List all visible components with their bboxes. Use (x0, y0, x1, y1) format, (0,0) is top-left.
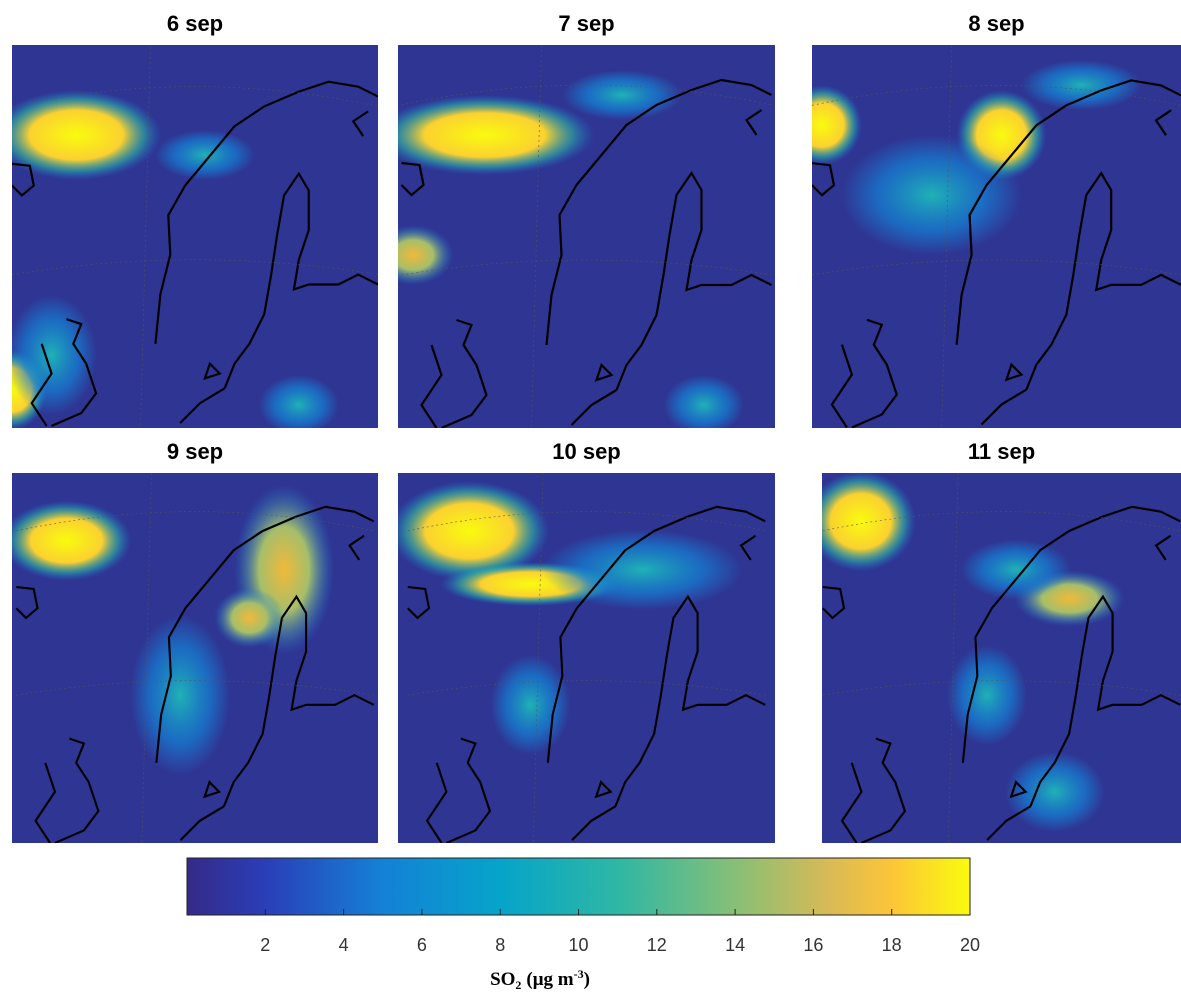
panels: 6 sep 7 sep 8 sep 9 sep 10 sep 11 sep (12, 11, 1181, 843)
plume (12, 90, 162, 180)
plume (258, 375, 339, 428)
plume (663, 375, 744, 428)
map (12, 45, 378, 428)
map (822, 473, 1181, 843)
plume (154, 130, 255, 180)
colorbar-tick-label: 14 (725, 935, 745, 955)
plume (12, 295, 97, 415)
label-part: SO (490, 969, 515, 990)
map (812, 45, 1181, 428)
plume (1004, 751, 1105, 832)
plume (841, 135, 1022, 255)
panel-title: 9 sep (167, 439, 223, 464)
plume (961, 539, 1072, 600)
colorbar-tick-label: 6 (417, 935, 427, 955)
plume (214, 587, 285, 648)
map (398, 45, 775, 428)
plume (542, 529, 743, 610)
colorbar-label: SO2 (μg m-3) (490, 967, 590, 992)
plume (130, 615, 231, 776)
plume (398, 225, 454, 285)
colorbar-tick-label: 10 (568, 935, 588, 955)
map (12, 473, 378, 843)
plume (562, 70, 683, 120)
colorbar-scale (186, 857, 971, 916)
colorbar-tick-label: 8 (495, 935, 505, 955)
plume (398, 95, 595, 175)
colorbar-tick-label: 12 (647, 935, 667, 955)
map (398, 473, 775, 843)
panel-title: 6 sep (167, 11, 223, 36)
plume (812, 85, 862, 165)
colorbar-tick-label: 20 (960, 935, 980, 955)
label-part: ) (584, 969, 590, 990)
plume (490, 654, 571, 755)
label-part: (μg m (526, 969, 573, 990)
colorbar-tick-label: 4 (339, 935, 349, 955)
label-part: 2 (515, 978, 521, 992)
colorbar-tick-label: 18 (882, 935, 902, 955)
plume (822, 473, 916, 572)
colorbar-tick-label: 2 (260, 935, 270, 955)
panel-title: 8 sep (968, 11, 1024, 36)
panel-title: 7 sep (558, 11, 614, 36)
plume (1021, 60, 1142, 110)
plume (398, 480, 550, 581)
label-part: -3 (574, 967, 584, 981)
panel-title: 11 sep (968, 439, 1035, 464)
plume (946, 645, 1027, 746)
panel-title: 10 sep (552, 439, 621, 464)
colorbar-tick-label: 16 (803, 935, 823, 955)
plume (12, 500, 132, 581)
